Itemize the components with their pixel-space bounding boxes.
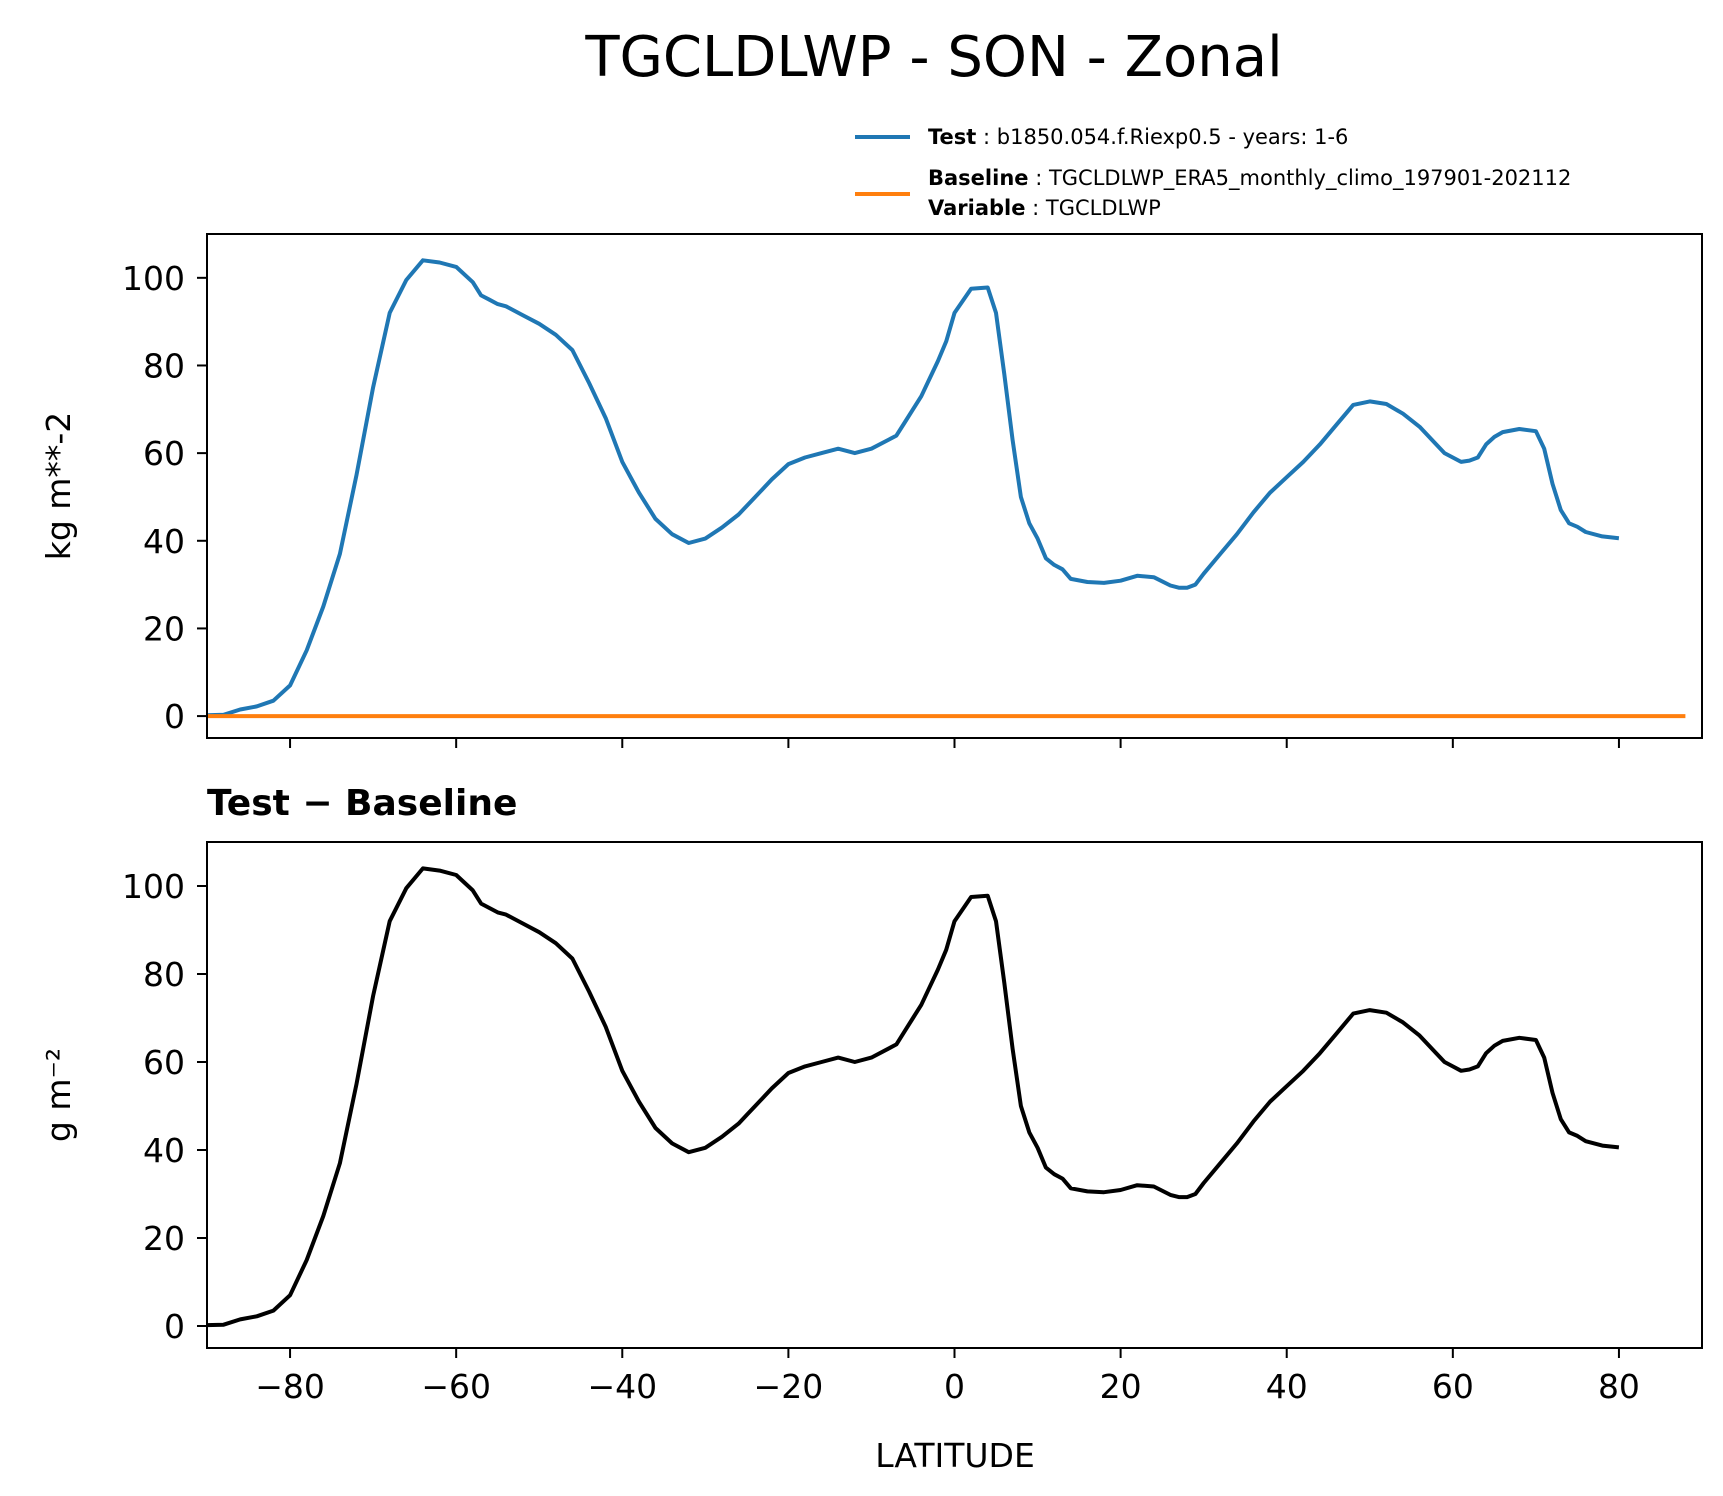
bottom-panel-xlabel: LATITUDE — [875, 1436, 1035, 1475]
x-tick-label: 0 — [944, 1367, 965, 1406]
top-panel: 0 20 40 60 80 100 kg m**-2 — [39, 233, 1703, 748]
y-tick-label: 0 — [164, 697, 185, 736]
bottom-panel-ylabel: g m⁻² — [39, 1048, 78, 1142]
y-tick-label: 100 — [122, 867, 185, 906]
legend-baseline-sep: : — [1029, 166, 1049, 190]
top-panel-frame — [206, 233, 1703, 739]
legend-test-value: b1850.054.f.Riexp0.5 - years: 1-6 — [997, 125, 1349, 149]
legend-test-entry: Test : b1850.054.f.Riexp0.5 - years: 1-6 — [928, 125, 1348, 149]
x-tick-label: 80 — [1598, 1367, 1640, 1406]
x-tick-label: −60 — [421, 1367, 491, 1406]
figure-title: TGCLDLWP - SON - Zonal — [584, 25, 1282, 90]
x-tick-label: 60 — [1432, 1367, 1474, 1406]
bottom-panel-frame — [206, 841, 1703, 1349]
x-tick-label: −80 — [255, 1367, 325, 1406]
legend-variable-value: TGCLDLWP — [1045, 196, 1161, 220]
y-tick-label: 40 — [143, 1131, 185, 1170]
legend-baseline-key: Baseline — [928, 166, 1029, 190]
bottom-panel-title: Test − Baseline — [207, 783, 517, 824]
y-tick-label: 60 — [143, 434, 185, 473]
y-tick-label: 80 — [143, 346, 185, 385]
y-tick-label: 20 — [143, 609, 185, 648]
x-tick-label: 40 — [1266, 1367, 1308, 1406]
series-line-difference — [206, 866, 1620, 1328]
y-tick-label: 20 — [143, 1219, 185, 1258]
legend-test-key: Test — [928, 125, 976, 149]
bottom-panel-marks: −80 −60 −40 −20 0 20 40 60 80 0 20 40 60 80 100 — [122, 866, 1640, 1406]
y-tick-label: 0 — [164, 1307, 185, 1346]
y-tick-label: 40 — [143, 522, 185, 561]
legend-variable-sep: : — [1025, 196, 1045, 220]
y-tick-label: 60 — [143, 1043, 185, 1082]
y-tick-label: 100 — [122, 259, 185, 298]
x-tick-label: −20 — [754, 1367, 824, 1406]
legend-variable-key: Variable — [928, 196, 1025, 220]
legend-baseline-value: TGCLDLWP_ERA5_monthly_climo_197901-20211… — [1048, 166, 1571, 191]
x-tick-label: −40 — [587, 1367, 657, 1406]
legend-baseline-entry: Baseline : TGCLDLWP_ERA5_monthly_climo_1… — [928, 166, 1571, 191]
x-tick-label: 20 — [1100, 1367, 1142, 1406]
legend: Test : b1850.054.f.Riexp0.5 - years: 1-6… — [855, 125, 1571, 220]
y-tick-label: 80 — [143, 955, 185, 994]
legend-test-sep: : — [976, 125, 996, 149]
legend-variable-entry: Variable : TGCLDLWP — [928, 196, 1161, 220]
bottom-panel: Test − Baseline −80 −60 −40 −20 0 20 40 60 80 0 20… — [39, 783, 1703, 1475]
series-line-test — [206, 258, 1620, 718]
top-panel-marks: 0 20 40 60 80 100 — [122, 258, 1686, 748]
top-panel-ylabel: kg m**-2 — [39, 412, 78, 561]
